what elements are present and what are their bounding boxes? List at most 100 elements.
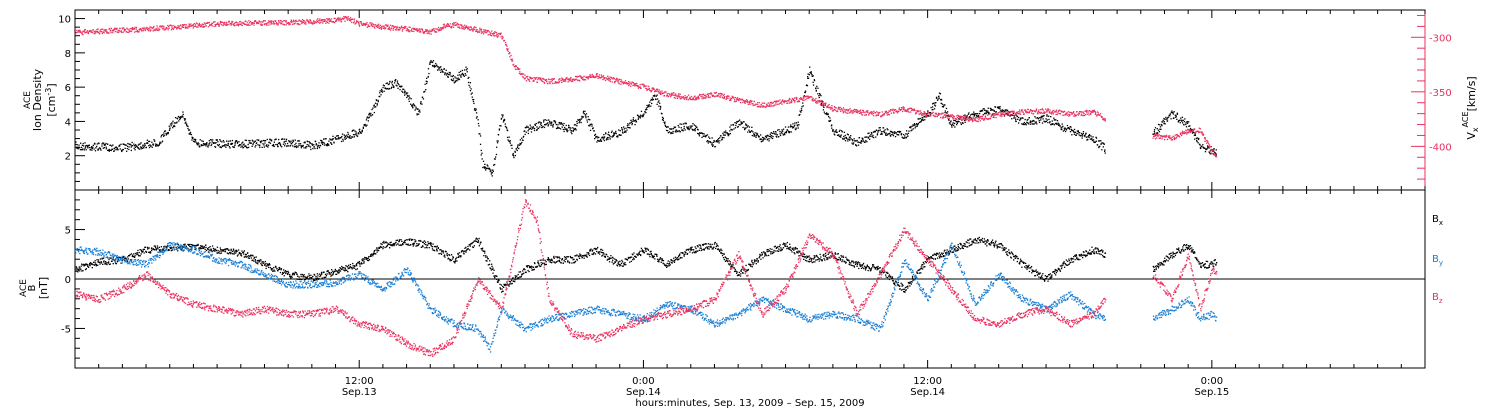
velocity-series-point <box>800 98 802 100</box>
density-series-point <box>184 119 186 121</box>
velocity-series-point <box>394 26 396 28</box>
density-series-point <box>596 135 598 138</box>
velocity-series-point <box>876 111 878 113</box>
velocity-series-point <box>492 34 495 36</box>
density-series-point <box>867 132 869 135</box>
field-tick-label: 0 <box>65 275 71 286</box>
velocity-series-point <box>683 97 685 99</box>
velocity-series-point <box>514 65 516 67</box>
density-series-point <box>650 99 652 101</box>
density-series-point <box>536 126 538 128</box>
density-series-point <box>404 94 406 96</box>
velocity-series-point <box>88 30 90 33</box>
velocity-series-point <box>292 21 294 23</box>
density-series-point <box>977 115 979 117</box>
velocity-series-point <box>277 24 279 26</box>
density-series-point <box>559 123 561 125</box>
density-series-point <box>659 108 661 110</box>
density-series-point <box>1040 119 1042 121</box>
velocity-series-point <box>998 112 1000 114</box>
velocity-series-point <box>1084 110 1086 112</box>
velocity-series-point <box>770 105 773 107</box>
density-series-point <box>1040 116 1042 118</box>
velocity-series-point <box>564 79 567 81</box>
density-series-point <box>651 99 654 101</box>
velocity-series-point <box>1046 109 1048 111</box>
density-series-point <box>1056 120 1059 122</box>
velocity-series-point <box>425 29 428 31</box>
density-series-point <box>348 137 351 139</box>
velocity-series-point <box>1103 119 1105 121</box>
velocity-series-point <box>431 28 433 31</box>
density-series-point <box>1046 119 1048 121</box>
density-series-point <box>1181 116 1184 118</box>
density-series-point <box>159 141 161 143</box>
density-series-point <box>490 171 492 173</box>
velocity-series-point <box>561 77 563 79</box>
density-series-point <box>131 141 133 144</box>
velocity-series-point <box>905 110 907 112</box>
velocity-series-point <box>861 114 864 116</box>
velocity-series-point <box>1003 114 1006 116</box>
density-series-point <box>410 98 412 100</box>
density-series-point <box>209 139 212 141</box>
velocity-series-point <box>303 22 306 24</box>
velocity-series-point <box>142 30 144 32</box>
velocity-series-point <box>153 29 155 31</box>
velocity-series-point <box>923 112 925 115</box>
velocity-series-point <box>197 26 199 28</box>
velocity-series-point <box>536 76 538 79</box>
velocity-series-point <box>307 20 310 22</box>
density-series-point <box>933 108 936 110</box>
velocity-series-point <box>735 100 737 102</box>
velocity-series-point <box>812 97 814 99</box>
velocity-series-point <box>620 83 622 85</box>
density-series-point <box>563 130 565 133</box>
density-series-point <box>706 134 709 136</box>
density-series-point <box>494 158 496 160</box>
velocity-series-point <box>993 114 996 116</box>
density-series-point <box>154 143 157 145</box>
density-series-point <box>452 78 455 80</box>
density-series-point <box>332 138 334 140</box>
velocity-series-point <box>709 96 711 98</box>
velocity-series-point <box>664 91 666 93</box>
velocity-series-point <box>780 102 782 104</box>
velocity-series-point <box>419 29 421 31</box>
density-series-point <box>1061 128 1063 130</box>
velocity-series-point <box>514 66 516 68</box>
density-series-point <box>869 138 871 140</box>
velocity-series-point <box>705 97 707 99</box>
velocity-series-point <box>1033 110 1035 112</box>
density-series-point <box>1049 121 1051 123</box>
density-series-point <box>585 115 587 117</box>
velocity-series-point <box>597 75 599 77</box>
velocity-series-point <box>302 21 305 23</box>
velocity-series-point <box>158 29 160 32</box>
density-series-point <box>789 131 791 133</box>
density-series-point <box>357 132 359 134</box>
velocity-series-point <box>285 21 287 23</box>
velocity-series-point <box>182 24 184 26</box>
velocity-series-point <box>805 98 807 101</box>
velocity-series-point <box>781 103 783 105</box>
density-series-point <box>289 141 291 143</box>
density-series <box>75 60 1217 177</box>
density-series-point <box>208 144 210 146</box>
velocity-series-point <box>663 92 665 94</box>
velocity-series-point <box>715 95 717 97</box>
density-series-point <box>524 130 526 132</box>
density-series-point <box>134 145 136 147</box>
density-series-point <box>1087 136 1089 138</box>
density-series-point <box>832 129 834 131</box>
density-series-point <box>831 127 833 129</box>
density-series-point <box>304 142 306 144</box>
density-series-point <box>964 121 966 123</box>
velocity-series-point <box>721 96 723 98</box>
velocity-series-point <box>506 48 508 50</box>
density-series-point <box>688 129 690 131</box>
density-series-point <box>724 132 726 134</box>
density-series-point <box>878 127 880 129</box>
velocity-series-point <box>1043 111 1045 113</box>
velocity-series-point <box>540 77 542 79</box>
